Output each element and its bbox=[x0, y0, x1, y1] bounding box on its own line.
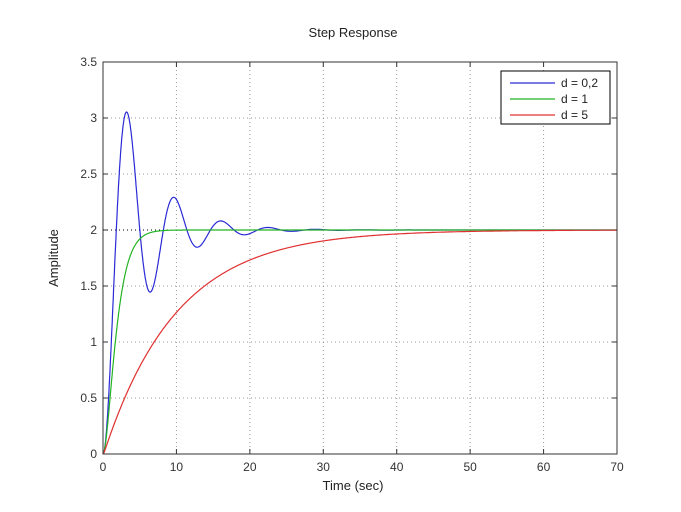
y-tick-label: 3 bbox=[90, 111, 97, 125]
x-tick-label: 30 bbox=[317, 460, 331, 474]
series-lines bbox=[102, 111, 617, 455]
legend-label: d = 5 bbox=[561, 108, 588, 122]
x-tick-label: 70 bbox=[610, 460, 624, 474]
x-tick-label: 60 bbox=[537, 460, 551, 474]
y-tick-label: 1 bbox=[90, 335, 97, 349]
series-line-d-0-2 bbox=[102, 111, 617, 455]
x-tick-label: 40 bbox=[390, 460, 404, 474]
y-tick-label: 1.5 bbox=[80, 279, 97, 293]
chart-title: Step Response bbox=[309, 25, 398, 40]
legend: d = 0,2 d = 1 d = 5 bbox=[500, 70, 611, 125]
x-tick-label: 50 bbox=[463, 460, 477, 474]
x-tick-label: 0 bbox=[100, 460, 107, 474]
x-axis-label: Time (sec) bbox=[323, 478, 384, 493]
y-tick-label: 0.5 bbox=[80, 391, 97, 405]
legend-label: d = 0,2 bbox=[561, 76, 598, 90]
y-tick-label: 3.5 bbox=[80, 55, 97, 69]
y-tick-label: 2.5 bbox=[80, 167, 97, 181]
tick-labels: 0 10 20 30 40 50 60 70 0 0.5 1 1.5 2 2.5 3 3.5 bbox=[80, 55, 624, 474]
series-line-d-5 bbox=[102, 229, 617, 455]
plot-frame bbox=[102, 61, 618, 455]
legend-label: d = 1 bbox=[561, 92, 588, 106]
y-axis-label: Amplitude bbox=[46, 229, 61, 287]
x-tick-label: 10 bbox=[170, 460, 184, 474]
y-tick-label: 0 bbox=[90, 447, 97, 461]
y-tick-label: 2 bbox=[90, 223, 97, 237]
x-tick-label: 20 bbox=[243, 460, 257, 474]
